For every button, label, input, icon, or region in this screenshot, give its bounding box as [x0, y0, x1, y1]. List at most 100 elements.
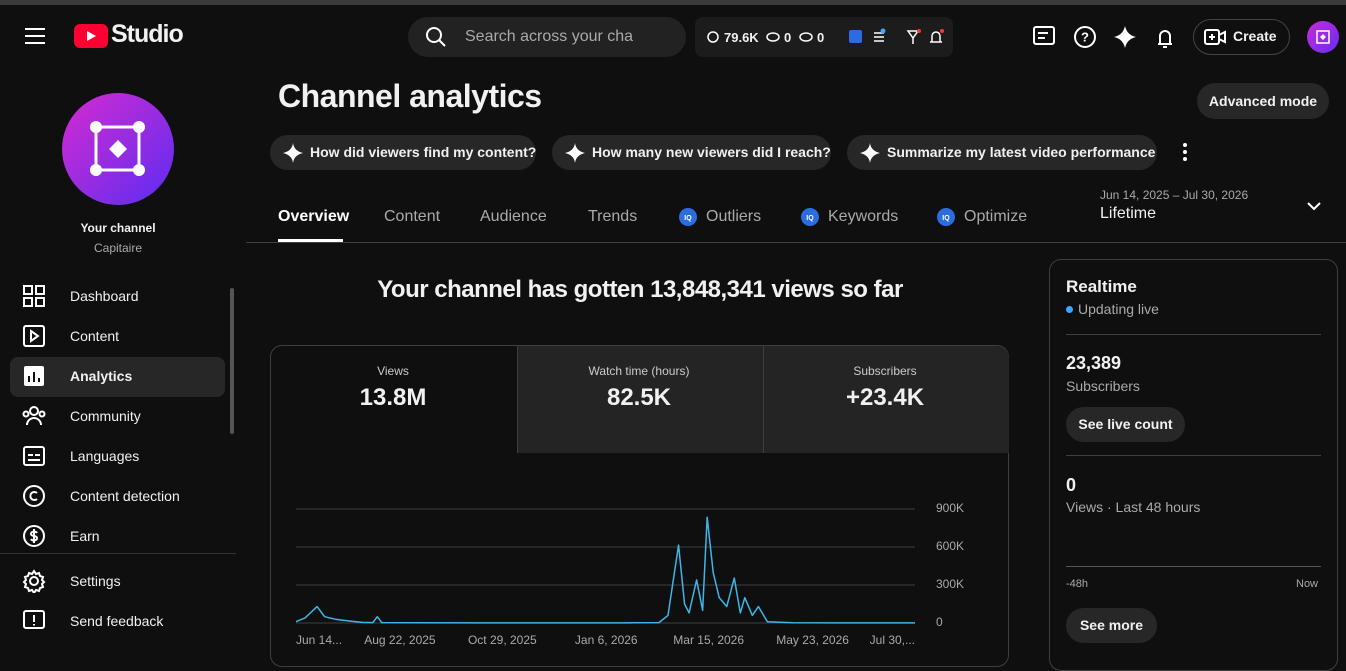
see-more-button[interactable]: See more — [1066, 608, 1157, 643]
metric-tile[interactable] — [763, 346, 1009, 453]
search-icon — [426, 27, 446, 47]
nav-item[interactable]: Earn — [70, 528, 100, 544]
channel-name: Capitaire — [93, 241, 143, 255]
nav-icon[interactable] — [22, 484, 46, 508]
nav-icon[interactable] — [22, 609, 46, 633]
extension-icons[interactable] — [848, 28, 948, 46]
tab[interactable]: Content — [384, 208, 441, 225]
nav-item[interactable]: Send feedback — [70, 613, 164, 629]
nav-item[interactable]: Content — [70, 328, 120, 344]
nav-icon[interactable] — [22, 284, 46, 308]
stat-value: 0 — [817, 30, 825, 45]
x-tick-label: Jun 14... — [296, 633, 342, 647]
tab[interactable]: Keywords — [828, 208, 899, 225]
tab[interactable]: Trends — [588, 208, 638, 225]
tab-underline — [278, 239, 343, 242]
channel-avatar[interactable] — [62, 93, 174, 205]
prompt-chip[interactable] — [270, 135, 536, 170]
nav-highlight — [10, 357, 225, 397]
nav-icon[interactable] — [22, 569, 46, 593]
metric-label[interactable]: Views — [377, 364, 409, 378]
divider — [1066, 334, 1321, 335]
views-chart: 900K 600K 300K 0 Jun 14... Aug 22, 2025 Oct 29… — [295, 501, 964, 647]
x-tick-label: Jan 6, 2026 — [575, 633, 638, 647]
search-placeholder[interactable]: Search across your cha — [465, 28, 634, 45]
nav-icon[interactable] — [22, 444, 46, 468]
menu-button[interactable] — [24, 27, 46, 45]
tab[interactable]: Optimize — [964, 208, 1028, 225]
stat-value: 0 — [784, 30, 792, 45]
logo-text[interactable]: Studio — [111, 20, 184, 48]
live-count-button[interactable]: See live count — [1066, 407, 1185, 442]
x-tick-label: Aug 22, 2025 — [364, 633, 436, 647]
nav-item[interactable]: Dashboard — [70, 288, 139, 304]
nav-item[interactable]: Community — [70, 408, 141, 424]
y-tick-label: 900K — [936, 501, 964, 515]
y-tick-label: 0 — [936, 615, 943, 629]
tabs-divider — [246, 242, 1346, 243]
create-button[interactable] — [1193, 19, 1290, 55]
subscriber-count: 23,389 — [1066, 353, 1122, 373]
realtime-views: 0 — [1066, 475, 1077, 495]
metric-value[interactable]: 13.8M — [359, 384, 427, 411]
metric-value[interactable]: 82.5K — [606, 384, 672, 411]
period-dropdown[interactable] — [1306, 200, 1322, 212]
prompt-label[interactable]: How did viewers find my content? — [310, 144, 537, 160]
page-title: Channel analytics — [278, 78, 542, 114]
svg-text:IQ: IQ — [806, 215, 814, 222]
range-end: Now — [1296, 578, 1319, 590]
nav-item[interactable]: Languages — [70, 448, 140, 464]
channel-title: Your channel — [80, 221, 156, 235]
create-label[interactable]: Create — [1233, 28, 1277, 44]
x-tick-label: Oct 29, 2025 — [468, 633, 537, 647]
realtime-status: Updating live — [1078, 301, 1159, 317]
tab-icon: IQ — [801, 208, 819, 226]
nav-item[interactable]: Analytics — [70, 368, 133, 384]
stats-icons — [707, 31, 813, 43]
y-tick-label: 300K — [936, 577, 964, 591]
metric-value[interactable]: +23.4K — [845, 384, 925, 411]
svg-text:IQ: IQ — [942, 215, 950, 222]
x-tick-label: Mar 15, 2026 — [673, 633, 744, 647]
live-dot — [1066, 306, 1073, 313]
nav-icon[interactable] — [22, 524, 46, 548]
logo-icon[interactable] — [74, 24, 108, 48]
advanced-mode-button[interactable]: Advanced mode — [1197, 83, 1329, 119]
subscriber-label: Subscribers — [1066, 378, 1140, 394]
sidebar-divider — [0, 553, 236, 554]
prompt-label[interactable]: Summarize my latest video performance — [887, 144, 1156, 160]
tab[interactable]: Overview — [278, 208, 350, 225]
period[interactable]: Lifetime — [1100, 205, 1157, 222]
prompt-label[interactable]: How many new viewers did I reach? — [592, 144, 831, 160]
nav-item[interactable]: Content detection — [70, 488, 180, 504]
metric-tile[interactable] — [271, 346, 516, 453]
metric-tile[interactable] — [517, 346, 763, 453]
tab[interactable]: Audience — [480, 208, 547, 225]
nav-icon[interactable] — [22, 364, 46, 388]
prompt-chip[interactable] — [552, 135, 831, 170]
nav-icon[interactable] — [22, 404, 46, 428]
scrollbar[interactable] — [230, 288, 234, 434]
y-tick-label: 600K — [936, 539, 964, 553]
prompt-chip[interactable] — [847, 135, 1157, 170]
stat-value: 79.6K — [724, 30, 759, 45]
metric-label[interactable]: Watch time (hours) — [588, 364, 690, 378]
more-button[interactable] — [1181, 142, 1189, 162]
search-box[interactable] — [408, 17, 686, 57]
nav-icon[interactable] — [22, 324, 46, 348]
tab-icon: IQ — [679, 208, 697, 226]
range-start: -48h — [1066, 578, 1089, 590]
tab-icon: IQ — [937, 208, 955, 226]
metric-label[interactable]: Subscribers — [853, 364, 917, 378]
realtime-title: Realtime — [1066, 277, 1137, 296]
sparkle-icon — [565, 143, 585, 163]
divider — [1066, 455, 1321, 456]
svg-text:?: ? — [1081, 29, 1089, 44]
tab[interactable]: Outliers — [706, 208, 762, 225]
svg-text:IQ: IQ — [684, 215, 692, 222]
account-avatar[interactable] — [1307, 21, 1339, 53]
nav-item[interactable]: Settings — [70, 573, 121, 589]
date-range[interactable]: Jun 14, 2025 – Jul 30, 2026 — [1100, 188, 1249, 202]
header-icons[interactable]: ? — [1032, 24, 1182, 50]
